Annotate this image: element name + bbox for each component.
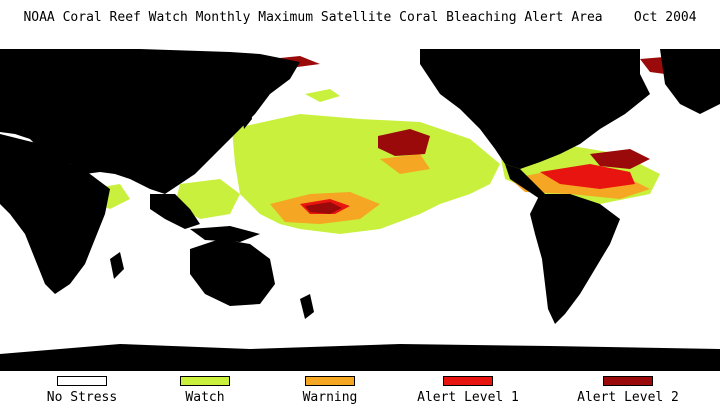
world-map bbox=[0, 44, 720, 371]
legend-swatch-warning bbox=[305, 376, 355, 386]
legend-item-no-stress: No Stress bbox=[22, 376, 142, 411]
legend-swatch-alert-level-1 bbox=[443, 376, 493, 386]
madagascar-land bbox=[110, 252, 124, 279]
legend-label-watch: Watch bbox=[185, 390, 225, 405]
legend-label-alert-level-1: Alert Level 1 bbox=[417, 390, 519, 405]
legend-label-alert-level-2: Alert Level 2 bbox=[577, 390, 679, 405]
legend-swatch-watch bbox=[180, 376, 230, 386]
southeast-asia-land bbox=[150, 194, 200, 229]
africa-land bbox=[0, 134, 110, 294]
legend-item-watch: Watch bbox=[145, 376, 265, 411]
central-america-land bbox=[505, 164, 545, 199]
legend-item-alert-level-2: Alert Level 2 bbox=[568, 376, 688, 411]
central-pacific-warning-area bbox=[380, 154, 430, 174]
greenland-land bbox=[560, 49, 640, 89]
pacific-alert2-area bbox=[305, 202, 342, 214]
north-pacific-watch-strip bbox=[305, 89, 340, 102]
map-title: NOAA Coral Reef Watch Monthly Maximum Sa… bbox=[23, 10, 697, 25]
bleaching-map-svg bbox=[0, 44, 720, 371]
south-america-land bbox=[530, 194, 620, 324]
europe-land bbox=[660, 49, 720, 114]
north-pacific-alert2-area bbox=[378, 129, 430, 156]
eurasia-land bbox=[0, 49, 300, 194]
caribbean-alert1-area bbox=[540, 164, 635, 189]
atlantic-alert2-area bbox=[590, 149, 650, 169]
antarctica-land bbox=[0, 344, 720, 371]
legend-label-no-stress: No Stress bbox=[46, 390, 118, 405]
australia-land bbox=[190, 239, 275, 306]
land-masses bbox=[0, 49, 720, 371]
new-zealand-land bbox=[300, 294, 314, 319]
legend-item-alert-level-1: Alert Level 1 bbox=[408, 376, 528, 411]
west-pacific-watch-area bbox=[175, 179, 240, 219]
legend-swatch-no-stress bbox=[57, 376, 107, 386]
legend-item-warning: Warning bbox=[270, 376, 390, 411]
japan-land bbox=[240, 99, 252, 129]
legend: No Stress Watch Warning Alert Level 1 Al… bbox=[0, 376, 720, 411]
indonesia-land bbox=[190, 226, 260, 242]
legend-swatch-alert-level-2 bbox=[603, 376, 653, 386]
legend-label-warning: Warning bbox=[302, 390, 358, 405]
